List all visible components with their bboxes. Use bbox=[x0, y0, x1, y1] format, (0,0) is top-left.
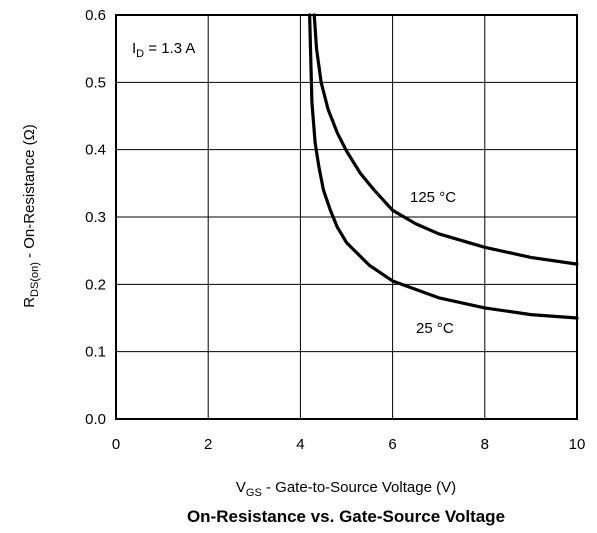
y-tick-label: 0.4 bbox=[85, 142, 106, 159]
x-axis-title-rest: - Gate-to-Source Voltage (V) bbox=[262, 479, 456, 496]
series-label-1: 25 °C bbox=[416, 320, 454, 337]
condition-main: I bbox=[132, 40, 136, 57]
y-axis-title-subscript: DS(on) bbox=[29, 262, 41, 297]
x-axis-title-main: V bbox=[236, 479, 246, 496]
chart-title: On-Resistance vs. Gate-Source Voltage bbox=[187, 507, 505, 526]
series-label-0: 125 °C bbox=[410, 189, 456, 206]
condition-rest: = 1.3 A bbox=[144, 40, 195, 57]
condition-subscript: D bbox=[136, 48, 144, 60]
y-axis-title: RDS(on) - On-Resistance (Ω) bbox=[21, 124, 41, 308]
y-axis-title-rest: - On-Resistance (Ω) bbox=[21, 124, 38, 262]
y-tick-label: 0.5 bbox=[85, 74, 106, 91]
x-tick-label: 6 bbox=[388, 436, 396, 453]
gridlines bbox=[115, 14, 578, 420]
plot-frame bbox=[115, 14, 578, 420]
x-tick-label: 4 bbox=[296, 436, 304, 453]
test-condition-label: ID = 1.3 A bbox=[132, 40, 195, 60]
x-tick-label: 2 bbox=[204, 436, 212, 453]
x-axis-title: VGS - Gate-to-Source Voltage (V) bbox=[236, 479, 456, 499]
y-tick-labels: 0.0 0.1 0.2 0.3 0.4 0.5 0.6 bbox=[85, 7, 106, 428]
series-layer bbox=[308, 13, 579, 320]
x-axis-title-subscript: GS bbox=[246, 487, 262, 499]
y-axis-title-main: R bbox=[21, 297, 38, 308]
y-tick-label: 0.0 bbox=[85, 411, 106, 428]
y-tick-label: 0.6 bbox=[85, 7, 106, 24]
x-tick-label: 10 bbox=[569, 436, 586, 453]
x-tick-label: 0 bbox=[112, 436, 120, 453]
x-tick-label: 8 bbox=[481, 436, 489, 453]
x-tick-labels: 0 2 4 6 8 10 bbox=[112, 436, 586, 453]
y-tick-label: 0.1 bbox=[85, 344, 106, 361]
series-labels: 125 °C 25 °C bbox=[410, 189, 456, 337]
y-tick-label: 0.3 bbox=[85, 209, 106, 226]
series-line-1 bbox=[308, 13, 579, 320]
y-tick-label: 0.2 bbox=[85, 276, 106, 293]
series-line-0 bbox=[312, 13, 579, 266]
